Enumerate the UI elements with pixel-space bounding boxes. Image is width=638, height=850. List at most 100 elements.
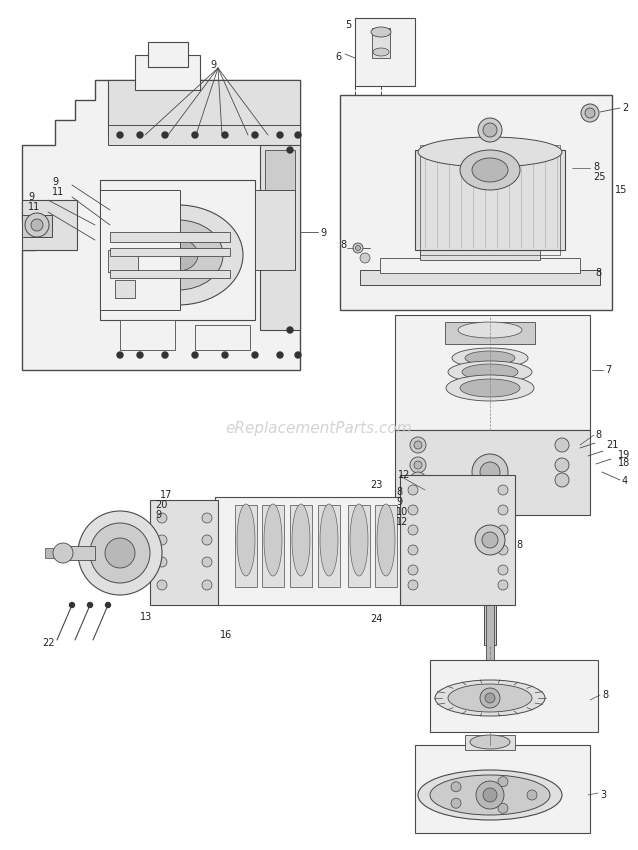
Circle shape [360, 253, 370, 263]
Circle shape [90, 523, 150, 583]
Ellipse shape [237, 504, 255, 576]
Circle shape [585, 108, 595, 118]
Ellipse shape [452, 348, 528, 368]
Circle shape [25, 213, 49, 237]
Bar [380, 258, 580, 273]
Circle shape [408, 525, 418, 535]
Text: 8: 8 [396, 487, 402, 497]
Circle shape [408, 485, 418, 495]
Bar [262, 505, 284, 587]
Circle shape [105, 603, 110, 608]
Circle shape [410, 457, 426, 473]
Ellipse shape [448, 361, 532, 383]
Bar [60, 546, 95, 560]
Ellipse shape [373, 48, 389, 56]
Ellipse shape [264, 504, 282, 576]
Bar [110, 248, 230, 256]
Ellipse shape [418, 770, 562, 820]
Text: 8: 8 [593, 162, 599, 172]
Circle shape [498, 803, 508, 813]
Bar [108, 125, 300, 145]
Ellipse shape [472, 158, 508, 182]
Circle shape [162, 132, 168, 138]
Circle shape [483, 788, 497, 802]
Text: 15: 15 [615, 185, 627, 195]
Ellipse shape [320, 504, 338, 576]
Ellipse shape [435, 680, 545, 716]
Bar [135, 55, 200, 90]
Circle shape [414, 441, 422, 449]
Circle shape [70, 603, 75, 608]
Circle shape [485, 693, 495, 703]
Circle shape [295, 132, 301, 138]
Circle shape [87, 603, 93, 608]
Circle shape [202, 513, 212, 523]
Bar [420, 248, 540, 260]
Circle shape [137, 352, 143, 358]
Text: 8: 8 [595, 268, 601, 278]
Circle shape [408, 580, 418, 590]
Circle shape [202, 557, 212, 567]
Bar [445, 322, 535, 344]
Circle shape [414, 476, 422, 484]
Circle shape [117, 132, 123, 138]
Circle shape [498, 777, 508, 787]
Bar [415, 745, 590, 833]
Bar [355, 18, 415, 86]
Ellipse shape [430, 775, 550, 815]
Circle shape [475, 525, 505, 555]
Text: 18: 18 [618, 458, 630, 468]
Circle shape [498, 545, 508, 555]
Bar [484, 545, 496, 645]
Text: 4: 4 [622, 476, 628, 486]
Bar [45, 548, 70, 558]
Text: 10: 10 [396, 507, 408, 517]
Circle shape [222, 132, 228, 138]
Circle shape [480, 688, 500, 708]
Bar [110, 270, 230, 278]
Circle shape [252, 132, 258, 138]
Circle shape [527, 790, 537, 800]
Text: 7: 7 [605, 365, 611, 375]
Ellipse shape [292, 504, 310, 576]
Ellipse shape [458, 322, 522, 338]
Bar [420, 145, 560, 255]
Text: 12: 12 [396, 517, 408, 527]
Bar [318, 505, 340, 587]
Bar [372, 28, 390, 58]
Bar [375, 505, 397, 587]
Bar [100, 180, 255, 320]
Ellipse shape [418, 137, 562, 167]
Circle shape [105, 538, 135, 568]
Circle shape [498, 485, 508, 495]
Ellipse shape [460, 379, 520, 397]
Polygon shape [22, 80, 300, 370]
Text: 9: 9 [320, 228, 326, 238]
Circle shape [410, 472, 426, 488]
Bar [110, 232, 230, 242]
Ellipse shape [470, 735, 510, 749]
Ellipse shape [446, 375, 534, 401]
Ellipse shape [460, 150, 520, 190]
Bar [290, 505, 312, 587]
Ellipse shape [350, 504, 368, 576]
Circle shape [408, 545, 418, 555]
Circle shape [53, 543, 73, 563]
Bar [265, 150, 295, 240]
Circle shape [202, 580, 212, 590]
Bar [100, 190, 180, 310]
Circle shape [483, 123, 497, 137]
Text: 3: 3 [600, 790, 606, 800]
Text: 2: 2 [622, 103, 628, 113]
Text: 24: 24 [370, 614, 382, 624]
Circle shape [192, 352, 198, 358]
Text: 11: 11 [28, 202, 40, 212]
Circle shape [252, 352, 258, 358]
Text: 19: 19 [618, 450, 630, 460]
Ellipse shape [448, 684, 532, 712]
Circle shape [157, 513, 167, 523]
Circle shape [408, 505, 418, 515]
Bar [115, 280, 135, 298]
Bar [22, 200, 77, 250]
Ellipse shape [476, 523, 504, 537]
